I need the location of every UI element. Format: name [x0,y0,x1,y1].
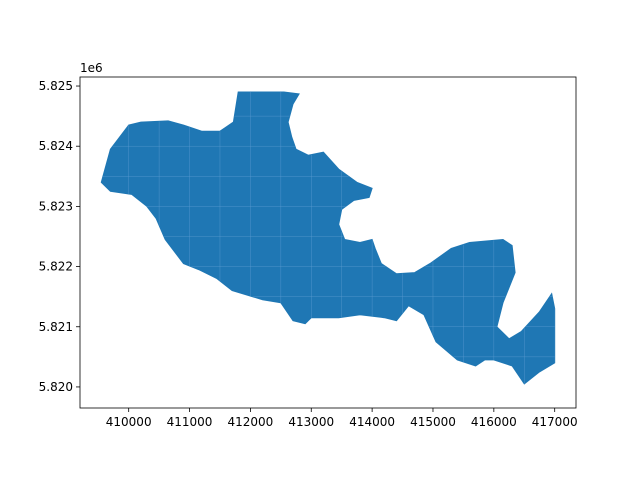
x-tick-label: 411000 [167,415,213,429]
y-tick-label: 5.820 [39,380,73,394]
x-tick-label: 416000 [471,415,517,429]
axes: 410000 411000 412000 413000 414000 415000 4160… [39,76,578,429]
x-tick-label: 410000 [106,415,152,429]
x-tick-label: 412000 [227,415,273,429]
axes-frame [79,76,577,409]
y-tick-label: 5.822 [39,260,73,274]
region-polygon [100,91,556,385]
x-tick-label: 414000 [349,415,395,429]
x-tick-label: 415000 [410,415,456,429]
x-tick-label: 417000 [532,415,578,429]
y-tick-label: 5.824 [39,139,73,153]
x-tick-label: 413000 [288,415,334,429]
y-tick-label: 5.821 [39,320,73,334]
y-axis-offset-label: 1e6 [80,61,103,75]
y-tick-label: 5.823 [39,199,73,213]
y-tick-label: 5.825 [39,79,73,93]
